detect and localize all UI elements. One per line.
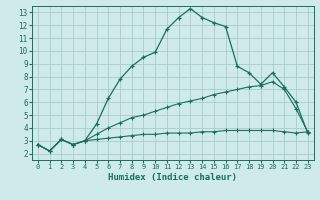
X-axis label: Humidex (Indice chaleur): Humidex (Indice chaleur) <box>108 173 237 182</box>
